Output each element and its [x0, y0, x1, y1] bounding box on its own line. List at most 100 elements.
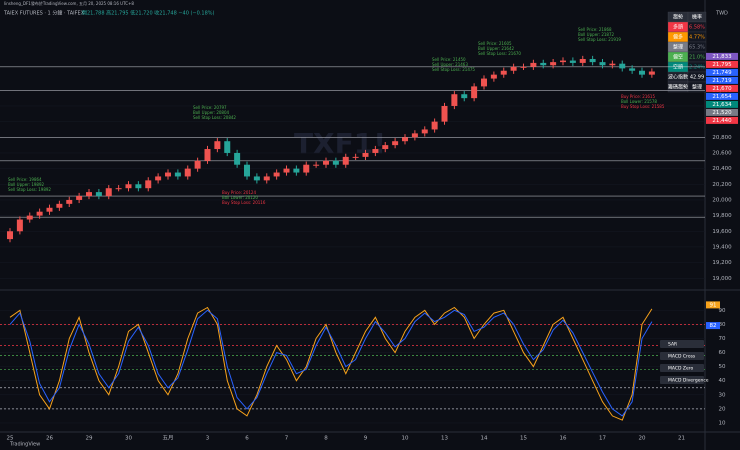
value-tag: 82	[710, 323, 717, 329]
x-tick-label: 6	[245, 436, 249, 442]
candle-body	[461, 94, 468, 99]
value-tag-bg	[706, 301, 720, 309]
table-header: 機率	[692, 14, 702, 21]
candle-body	[579, 58, 586, 63]
signal-annotation: Sell Stop Loss: 21919	[578, 37, 621, 42]
candle-body	[629, 68, 636, 71]
price-tag-bg	[706, 108, 738, 116]
candle-body	[648, 71, 655, 75]
price-tag-bg	[706, 60, 738, 68]
table-header: 趨勢	[673, 14, 683, 21]
price-tag: 21,833	[712, 54, 732, 60]
candle-body	[481, 78, 487, 87]
marker-label: SAR	[668, 342, 677, 348]
table-text: 偏空	[673, 54, 683, 61]
candle-body	[145, 180, 152, 189]
candle-body	[56, 203, 63, 208]
candle-body	[293, 168, 300, 173]
candle-body	[323, 160, 329, 165]
candle-body	[253, 176, 260, 181]
candle-body	[224, 141, 231, 153]
x-tick-label: 21	[678, 436, 685, 442]
signal-annotation: Buy Price: 21615	[621, 94, 655, 99]
candle-body	[283, 168, 290, 173]
candle-body	[342, 156, 349, 165]
table-text: 2.24%	[689, 65, 705, 71]
candle-body	[204, 149, 211, 161]
signal-annotation: Boll Upper: 21872	[578, 32, 615, 37]
candle-body	[7, 231, 13, 240]
signal-annotation: Sell Price: 21868	[578, 27, 612, 32]
candle-body	[520, 66, 527, 68]
candle-body	[26, 215, 33, 220]
y-tick-label: 10	[719, 420, 726, 426]
candle-body	[500, 70, 507, 75]
value-tag: 91	[710, 302, 717, 308]
y-tick-label: 30	[719, 392, 726, 398]
signal-annotation: Sell Upper: 21463	[432, 62, 468, 67]
x-tick-label: 14	[481, 436, 488, 442]
price-tag-bg	[706, 76, 738, 84]
x-tick-label: 3	[206, 436, 210, 442]
candle-body	[313, 164, 320, 166]
candle-body	[332, 160, 339, 165]
candle-body	[244, 164, 250, 177]
x-tick-label: 7	[285, 436, 289, 442]
x-tick-label: 13	[441, 436, 448, 442]
y-tick-label: 80	[719, 322, 726, 328]
candle-body	[165, 172, 171, 177]
signal-annotation: Sell Price: 21450	[432, 57, 466, 62]
x-tick-label: 15	[520, 436, 527, 442]
signal-annotation: Buy Stop Loss: 21585	[621, 104, 665, 109]
table-text: 65.3%	[689, 45, 705, 51]
price-tag-bg	[706, 52, 738, 60]
table-text: 整理	[692, 84, 702, 91]
candle-body	[194, 160, 201, 169]
signal-annotation: Boll Lower: 21578	[621, 99, 657, 104]
candle-body	[589, 58, 596, 63]
value-tag-bg	[706, 322, 720, 330]
watermark: TXF1!	[294, 127, 386, 160]
candle-body	[431, 121, 438, 130]
candle-body	[214, 141, 221, 150]
price-tag: 21,795	[712, 62, 732, 68]
table-text: 多頭	[673, 24, 683, 31]
candle-body	[303, 164, 310, 173]
candle-body	[155, 176, 162, 181]
symbol: TAIEX FUTURES · 1 分鐘 · TAIFEX	[3, 10, 85, 17]
price-tag: 21,654	[712, 94, 732, 100]
candle-body	[234, 152, 241, 165]
candle-body	[135, 184, 142, 189]
y-tick-label: 40	[719, 378, 726, 384]
y-tick-label: 19,000	[712, 276, 732, 282]
signal-annotation: Boll Upper: 19892	[8, 182, 45, 187]
oscillator-line	[9, 309, 653, 417]
candle-body	[352, 156, 359, 158]
y-tick-label: 90	[719, 308, 726, 314]
price-tag-bg	[706, 68, 738, 76]
signal-annotation: Buy Stop Loss: 20116	[222, 200, 266, 205]
marker-chip	[660, 364, 704, 372]
candle-body	[76, 196, 83, 200]
signal-annotation: Sell Price: 20797	[193, 105, 227, 110]
candle-body	[184, 168, 191, 177]
y-tick-label: 19,200	[712, 260, 732, 266]
candle-body	[560, 60, 566, 63]
x-tick-label: 8	[324, 436, 328, 442]
candle-body	[609, 63, 616, 66]
candle-body	[490, 74, 497, 79]
price-tag-bg	[706, 116, 738, 124]
signal-annotation: Sell Stop Loss: 20842	[193, 115, 236, 120]
candle-body	[599, 62, 606, 66]
candle-body	[619, 63, 626, 69]
signal-annotation: Boll Lower: 20120	[222, 195, 258, 200]
x-tick-label: 五月	[162, 435, 173, 442]
candle-body	[451, 94, 458, 106]
signal-annotation: Sell Price: 21605	[478, 41, 512, 46]
marker-label: MACD Cross	[668, 354, 696, 360]
y-tick-label: 70	[719, 336, 726, 342]
price-tag: 21,520	[712, 110, 732, 116]
signal-annotation: Sell Stop Loss: 21475	[432, 67, 475, 72]
